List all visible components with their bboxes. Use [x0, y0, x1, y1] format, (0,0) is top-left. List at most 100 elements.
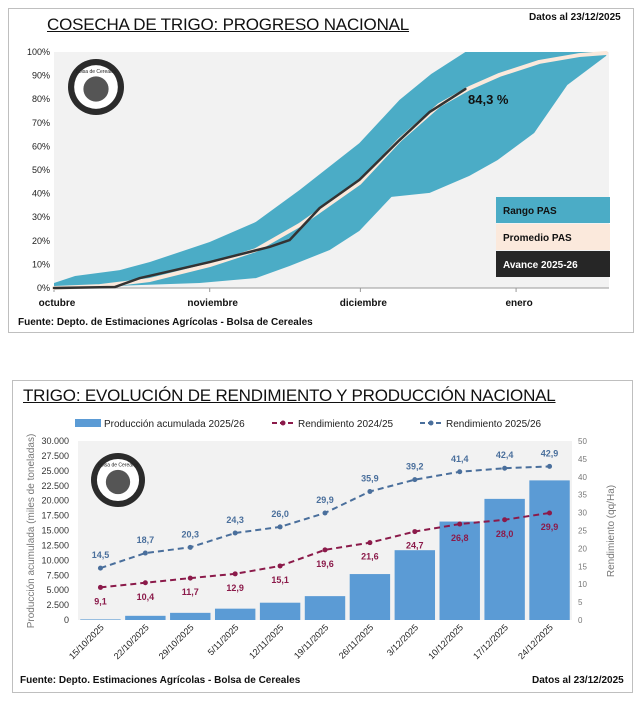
x-tick-label: 12/11/2025 — [247, 622, 285, 660]
harvest-source: Fuente: Depto. de Estimaciones Agrícolas… — [18, 317, 313, 328]
legend-label: Rango PAS — [503, 206, 557, 217]
y-tick-label: 12.500 — [41, 540, 69, 550]
rendimiento-2025-26-point — [97, 565, 103, 571]
y2-tick-label: 15 — [578, 562, 587, 571]
x-tick-label: 19/11/2025 — [292, 622, 330, 660]
rendimiento-2024-25-point — [187, 575, 193, 581]
x-tick-label: diciembre — [340, 298, 388, 309]
legend-label: Producción acumulada 2025/26 — [104, 419, 245, 430]
rendimiento-2024-25-data-label: 15,1 — [271, 575, 289, 585]
y2-tick-label: 30 — [578, 509, 587, 518]
logo-figure — [105, 469, 131, 495]
y-tick-label: 100% — [27, 47, 50, 57]
rendimiento-2025-26-point — [502, 465, 508, 471]
y-axis-title: Producción acumulada (miles de toneladas… — [26, 434, 37, 629]
rango-pas-band — [54, 52, 608, 288]
legend-label: Rendimiento 2025/26 — [446, 419, 542, 430]
x-tick-label: 22/10/2025 — [112, 622, 151, 661]
rendimiento-2025-26-data-label: 29,9 — [316, 495, 334, 505]
y-tick-label: 27.500 — [41, 451, 69, 461]
legend-bar-swatch — [75, 419, 101, 427]
yield-source: Fuente: Depto. Estimaciones Agrícolas - … — [20, 675, 301, 686]
y-tick-label: 0 — [64, 615, 69, 625]
logo-text: Bolsa de Cereales — [98, 463, 139, 469]
y2-axis-title: Rendimiento (qq/Ha) — [606, 485, 617, 577]
harvest-progress-chart: 0% 10% 20% 30% 40% 50% 60% 70% 80% 90% 100% octubre… — [27, 47, 610, 309]
y-tick-label: 15.000 — [41, 526, 69, 536]
rendimiento-2024-25-data-label: 11,7 — [182, 587, 199, 597]
rendimiento-2025-26-point — [277, 524, 283, 530]
rendimiento-2024-25-point — [367, 540, 373, 546]
y-tick-label: 17.500 — [41, 511, 69, 521]
rendimiento-2024-25-data-label: 9,1 — [94, 596, 107, 606]
rendimiento-2025-26-data-label: 35,9 — [361, 473, 379, 483]
production-bar — [80, 619, 121, 620]
x-tick-label: 10/12/2025 — [426, 622, 465, 661]
y-tick-label: 22.500 — [41, 481, 69, 491]
rendimiento-2025-26-point — [547, 463, 553, 469]
x-tick-label: 5/11/2025 — [206, 622, 241, 657]
rendimiento-2024-25-point — [322, 547, 328, 553]
rendimiento-2025-26-point — [457, 469, 463, 475]
production-bar — [170, 612, 211, 620]
rendimiento-2024-25-point — [502, 517, 508, 523]
bolsa-logo: Bolsa de Cereales — [91, 453, 145, 507]
harvest-chart-title: COSECHA DE TRIGO: PROGRESO NACIONAL — [47, 15, 410, 34]
y-tick-label: 80% — [32, 94, 50, 104]
y-tick-label: 20.000 — [41, 496, 69, 506]
production-bar — [125, 615, 166, 620]
production-bar — [349, 574, 391, 620]
rendimiento-2024-25-point — [277, 563, 283, 569]
y-tick-label: 90% — [32, 71, 50, 81]
yield-chart-title: TRIGO: EVOLUCIÓN DE RENDIMIENTO Y PRODUC… — [23, 386, 556, 405]
x-tick-label: octubre — [39, 298, 76, 309]
y2-tick-label: 10 — [578, 580, 587, 589]
rendimiento-2025-26-point — [322, 510, 328, 516]
y-tick-label: 60% — [32, 141, 50, 151]
y-tick-label: 25.000 — [41, 466, 69, 476]
y-tick-label: 10.000 — [41, 555, 69, 565]
logo-text: Bolsa de Cereales — [76, 69, 117, 75]
y2-tick-label: 0 — [578, 616, 583, 625]
x-tick-label: noviembre — [187, 298, 238, 309]
legend-swatch-1 — [496, 224, 610, 250]
y2-tick-label: 25 — [578, 527, 587, 536]
legend-label: Avance 2025-26 — [503, 260, 578, 271]
rendimiento-2024-25-point — [412, 529, 418, 535]
x-tick-label: 29/10/2025 — [157, 622, 196, 661]
rendimiento-2024-25-point — [232, 571, 238, 577]
y-tick-label: 50% — [32, 165, 50, 175]
rendimiento-2025-26-data-label: 20,3 — [182, 529, 200, 539]
rendimiento-2025-26-point — [412, 477, 418, 483]
production-bar — [304, 596, 346, 620]
x-tick-label: 15/10/2025 — [67, 622, 106, 661]
legend-swatch-2 — [496, 251, 610, 277]
rendimiento-2024-25-line — [100, 511, 550, 589]
rendimiento-2025-26-point — [232, 530, 238, 536]
rendimiento-2024-25-data-label: 21,6 — [361, 552, 379, 562]
y-tick-label: 7.500 — [46, 570, 69, 580]
y2-tick-label: 40 — [578, 473, 587, 482]
y-tick-label: 0% — [37, 283, 50, 293]
x-tick-label: enero — [505, 298, 532, 309]
rendimiento-2025-26-data-label: 14,5 — [92, 550, 110, 560]
y-tick-label: 30% — [32, 212, 50, 222]
rendimiento-2024-25-data-label: 29,9 — [541, 522, 559, 532]
rendimiento-2024-25-point — [547, 510, 553, 516]
legend-label: Promedio PAS — [503, 233, 572, 244]
rendimiento-2025-26-point — [367, 488, 373, 494]
y-tick-label: 70% — [32, 118, 50, 128]
legend-marker — [428, 420, 434, 426]
rendimiento-2025-26-data-label: 26,0 — [271, 509, 289, 519]
y-tick-label: 10% — [32, 259, 50, 269]
production-bar — [259, 602, 301, 620]
rendimiento-2025-26-data-label: 42,4 — [496, 450, 514, 460]
rendimiento-2024-25-point — [97, 584, 103, 590]
x-tick-label: 24/12/2025 — [516, 622, 555, 661]
production-bar — [439, 521, 480, 620]
y2-tick-label: 5 — [578, 598, 583, 607]
logo-figure — [83, 76, 109, 102]
avance-2025-26-line — [52, 87, 467, 290]
rendimiento-2025-26-point — [187, 544, 193, 550]
